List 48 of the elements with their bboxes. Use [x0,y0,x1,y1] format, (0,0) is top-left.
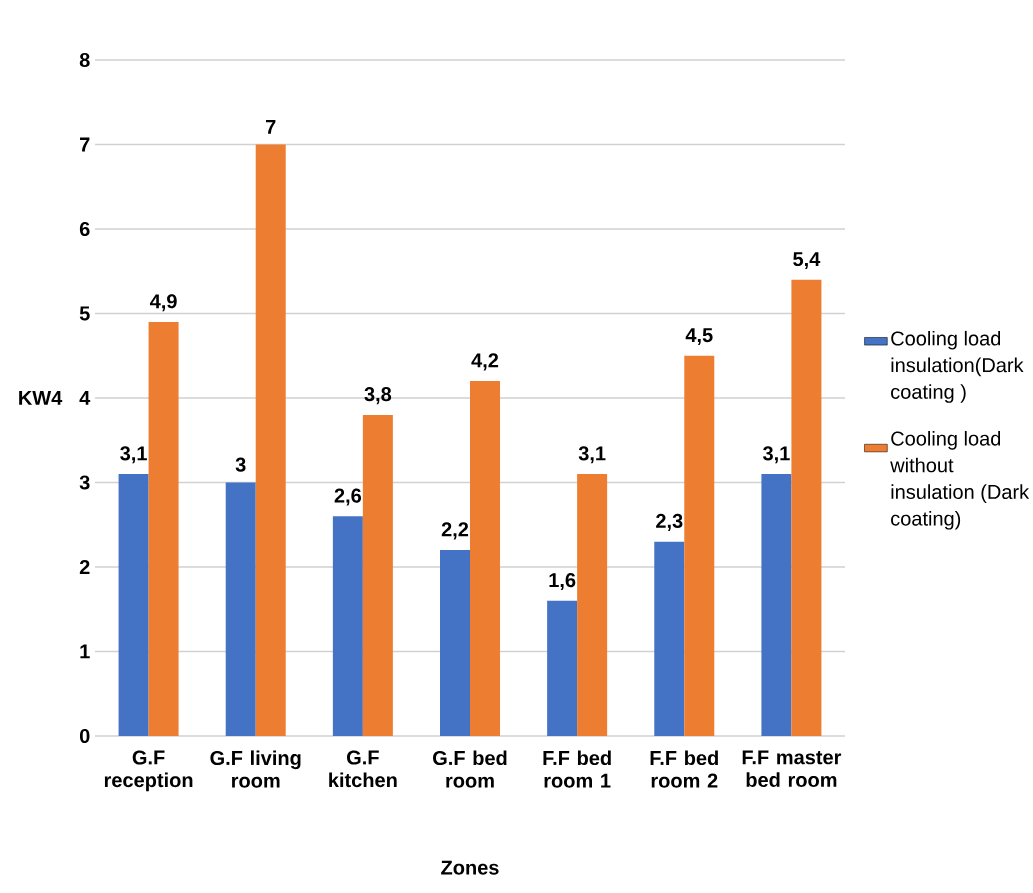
data-label: 4,2 [471,353,499,371]
x-axis-title: Zones [441,860,499,875]
y-tick-label: 4 [79,391,91,405]
x-tick-label: G.F living room [210,750,301,788]
data-label: 5,4 [793,252,821,269]
x-tick-label: G.F reception [104,750,193,792]
data-label: 2,2 [441,522,469,540]
bar [684,355,715,736]
bar [225,482,256,736]
y-tick-label: 6 [79,221,90,237]
y-tick-label: 0 [79,728,90,744]
data-label: 4,5 [685,328,713,346]
bar [791,279,822,736]
y-tick-label: 8 [79,52,90,68]
x-tick-label: G.F bed room [433,750,507,788]
bar [470,381,500,736]
data-label: 7 [266,120,276,134]
data-label: 3,1 [120,446,147,464]
y-tick-label: 3 [79,475,90,490]
bar [577,474,608,736]
data-label: 3,8 [364,387,392,405]
bar [255,144,286,736]
y-tick-label: 5 [79,306,90,321]
y-tick-label: 7 [80,137,90,152]
data-label: 2,6 [334,488,362,506]
bar [547,600,578,736]
y-axis-title: KW4 [19,391,63,405]
data-label: 3 [235,457,246,472]
bar [440,550,470,736]
x-tick-label: G.F kitchen [329,750,397,788]
bar [148,321,179,736]
y-tick-label: 2 [79,560,90,574]
x-tick-label: F.F master bed room [742,750,842,787]
data-label: 3,1 [762,446,790,464]
bar [654,541,685,736]
data-label: 1,6 [549,573,576,591]
x-tick-label: F.F bed room 1 [543,750,611,788]
data-label: 3,1 [578,446,606,464]
bar [761,474,792,736]
data-label: 4,9 [149,294,177,312]
bar [362,414,393,736]
bar [332,516,363,736]
x-tick-label: F.F bed room 2 [650,750,718,788]
y-tick-label: 1 [80,644,90,659]
legend-label: Cooling load without insulation (Dark coating) [890,430,1030,530]
data-label: 2,3 [656,513,683,531]
legend-label: Cooling load insulation(Dark coating ) [891,330,1024,403]
bar [118,474,149,736]
